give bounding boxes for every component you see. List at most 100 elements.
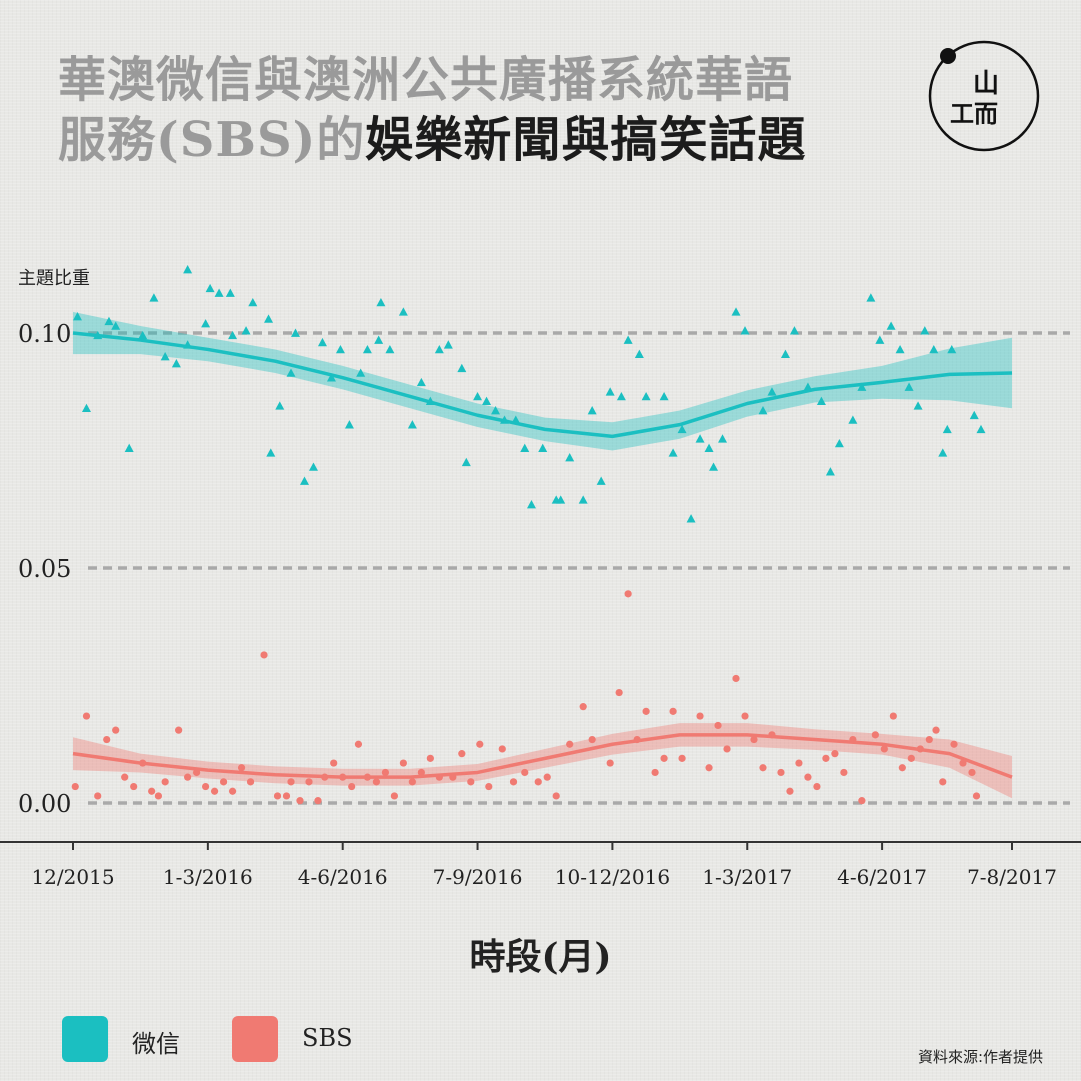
data-point-sbs: [71, 782, 79, 791]
data-point-wechat: [434, 344, 444, 354]
logo-glyph-bottom: 工而: [950, 100, 998, 128]
data-point-sbs: [642, 707, 650, 715]
data-point-sbs: [210, 787, 219, 795]
data-point-wechat: [214, 288, 224, 297]
data-point-wechat: [160, 352, 170, 361]
data-point-wechat: [286, 368, 296, 377]
data-point-sbs: [175, 726, 183, 734]
data-point-wechat: [578, 495, 588, 504]
data-point-wechat: [780, 349, 790, 358]
data-point-sbs: [476, 740, 484, 748]
data-point-wechat: [695, 434, 705, 443]
y-tick-label: 0.05: [18, 555, 71, 583]
data-point-sbs: [858, 797, 866, 805]
data-point-sbs: [381, 768, 390, 777]
data-point-wechat: [947, 344, 957, 354]
data-point-sbs: [121, 773, 129, 781]
data-point-sbs: [889, 712, 897, 720]
data-point-wechat: [526, 500, 536, 509]
data-point-wechat: [731, 307, 741, 316]
data-point-sbs: [732, 674, 740, 683]
data-point-wechat: [264, 314, 274, 323]
x-tick-label: 7-8/2017: [967, 865, 1057, 889]
data-point-sbs: [467, 778, 475, 786]
data-point-wechat: [385, 344, 395, 354]
title-part1: 華澳微信與澳洲公共廣播系統華語: [58, 52, 794, 108]
data-point-wechat: [362, 344, 372, 354]
data-point-sbs: [103, 735, 111, 744]
x-tick-label: 7-9/2016: [433, 865, 523, 889]
y-tick-label: 0.10: [18, 320, 71, 348]
data-point-sbs: [750, 735, 758, 744]
data-point-sbs: [521, 768, 529, 777]
data-point-wechat: [857, 382, 867, 391]
data-point-wechat: [556, 495, 566, 504]
data-point-wechat: [969, 410, 979, 420]
x-tick-label: 4-6/2016: [298, 865, 388, 889]
data-point-wechat: [491, 406, 501, 415]
data-point-sbs: [458, 750, 466, 758]
data-point-wechat: [718, 434, 728, 443]
data-point-sbs: [822, 754, 830, 762]
data-point-sbs: [615, 688, 623, 697]
data-point-sbs: [112, 726, 120, 734]
data-point-wechat: [72, 312, 82, 321]
legend-swatch-sbs: [232, 1016, 278, 1062]
data-point-wechat: [605, 387, 615, 396]
data-point-sbs: [228, 787, 237, 795]
x-tick-label: 4-6/2017: [837, 865, 927, 889]
data-point-sbs: [184, 773, 192, 781]
data-point-sbs: [354, 740, 363, 748]
data-point-wechat: [565, 453, 575, 462]
data-point-sbs: [552, 792, 560, 800]
y-tick-label: 0.00: [18, 790, 71, 818]
data-point-wechat: [834, 438, 844, 448]
source-note: 資料來源:作者提供: [917, 1048, 1043, 1066]
data-point-sbs: [741, 712, 749, 720]
data-point-sbs: [273, 792, 282, 800]
data-point-sbs: [588, 735, 596, 744]
data-point-sbs: [898, 764, 906, 772]
data-point-wechat: [308, 462, 318, 471]
data-point-wechat: [183, 265, 193, 274]
data-point-wechat: [895, 344, 905, 354]
data-point-wechat: [241, 326, 251, 335]
legend-swatch-wechat: [62, 1016, 108, 1062]
data-point-sbs: [237, 764, 246, 772]
data-point-wechat: [758, 406, 768, 415]
data-point-sbs: [723, 745, 731, 753]
data-point-sbs: [94, 792, 102, 800]
data-point-sbs: [566, 740, 574, 748]
data-point-wechat: [275, 401, 285, 410]
data-point-wechat: [929, 344, 939, 354]
data-point-wechat: [668, 448, 678, 457]
data-point-wechat: [398, 307, 408, 316]
data-point-sbs: [287, 778, 295, 786]
data-point-wechat: [461, 457, 471, 467]
data-point-wechat: [149, 293, 159, 302]
data-point-sbs: [534, 778, 542, 786]
data-point-wechat: [938, 448, 948, 457]
data-point-wechat: [825, 467, 835, 476]
data-point-sbs: [348, 782, 356, 791]
data-point-sbs: [950, 740, 958, 748]
y-axis-label: 主題比重: [18, 268, 90, 289]
data-point-sbs: [939, 778, 947, 786]
data-point-sbs: [426, 754, 434, 762]
data-point-wechat: [634, 349, 644, 358]
data-point-wechat: [886, 321, 896, 330]
title-part2: 服務(SBS)的: [58, 112, 366, 168]
data-point-wechat: [407, 420, 417, 429]
data-point-wechat: [374, 335, 384, 344]
x-tick-label: 12/2015: [31, 865, 114, 889]
data-point-sbs: [390, 792, 398, 800]
data-point-wechat: [457, 363, 467, 373]
trend-line-sbs: [72, 733, 1013, 779]
data-point-wechat: [124, 443, 134, 452]
data-point-wechat: [942, 424, 952, 434]
data-point-sbs: [399, 759, 407, 767]
data-point-sbs: [795, 759, 803, 767]
data-point-wechat: [920, 326, 930, 335]
